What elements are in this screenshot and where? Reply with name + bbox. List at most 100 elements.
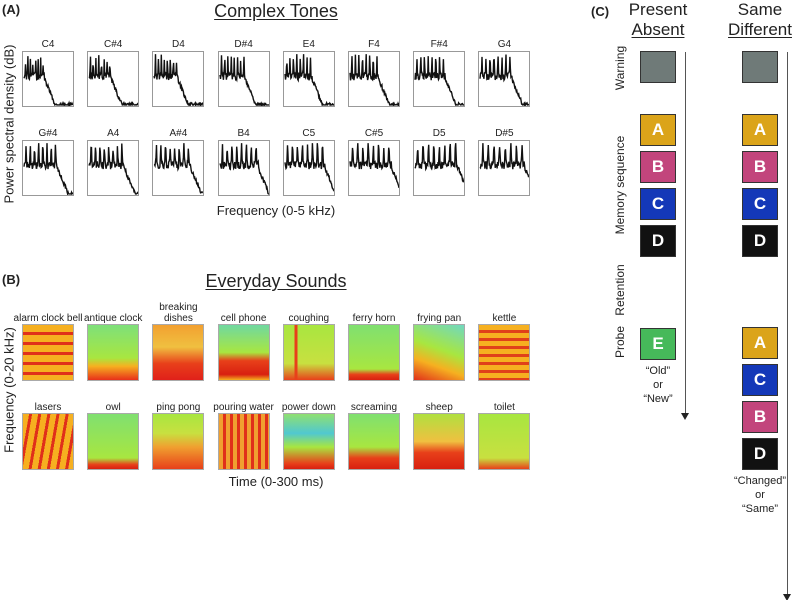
response-text: “Same”	[741, 503, 779, 515]
spectrum-plot	[282, 51, 335, 107]
sound-label: frying pan	[417, 313, 462, 324]
panel-b-ylabel: Frequency (0-20 kHz)	[1, 327, 17, 453]
spectrum-line	[349, 54, 399, 106]
probe-item-e: E	[640, 328, 676, 360]
spectrum-plot	[22, 51, 74, 107]
response-text: “Changed”	[734, 475, 786, 487]
sound-label: power down	[281, 402, 336, 413]
spectrum-line	[479, 143, 530, 178]
response-text: or	[755, 489, 765, 501]
response-text: “Old”	[645, 365, 671, 377]
tone-label: C5	[302, 128, 316, 139]
sound-label: ferry horn	[352, 313, 396, 324]
response-changed-same: “Changed” or “Same”	[734, 474, 786, 516]
tone-label: B4	[237, 128, 250, 139]
response-text: or	[653, 379, 663, 391]
spectrum-plot	[348, 51, 400, 107]
probe-item-c: C	[742, 364, 778, 396]
header-line1: Present	[628, 0, 688, 19]
time-arrow-2	[783, 52, 791, 600]
spectrum-plot	[22, 140, 74, 196]
header-line2: Different	[728, 20, 792, 39]
sound-label: cell phone	[220, 313, 267, 324]
spectrogram	[217, 324, 270, 381]
row-label-warning: Warning	[613, 45, 627, 91]
spectrum-line	[284, 143, 334, 192]
memory-item-a: A	[742, 114, 778, 146]
spectrum-line	[218, 143, 269, 195]
spectrogram	[348, 413, 400, 470]
tone-label: D4	[171, 39, 185, 50]
spectrum-line	[23, 143, 73, 195]
tone-label: A4	[107, 128, 120, 139]
tone-label: C#5	[364, 128, 384, 139]
spectrum-line	[349, 143, 399, 189]
tone-label: C4	[41, 39, 55, 50]
spectrogram	[478, 324, 531, 381]
probe-item-d: D	[742, 438, 778, 470]
sound-label: coughing	[288, 313, 330, 324]
row-label-probe: Probe	[613, 325, 627, 359]
spectrogram	[348, 324, 400, 381]
spectrum-plot	[348, 140, 400, 196]
spectrogram	[152, 324, 205, 381]
sound-label: alarm clock bell	[13, 313, 83, 324]
panel-c-label: (C)	[591, 4, 610, 19]
sound-label: sheep	[425, 402, 453, 413]
probe-item-b: B	[742, 401, 778, 433]
panel-b-label: (B)	[2, 272, 21, 287]
spectrum-plot	[413, 140, 466, 196]
panel-b-xlabel: Time (0-300 ms)	[228, 474, 324, 489]
warning-box	[742, 51, 778, 83]
sound-label: antique clock	[84, 313, 143, 324]
spectrum-plot	[152, 51, 205, 107]
spectrogram	[22, 413, 74, 470]
spectrum-line	[23, 56, 73, 106]
tone-label: G4	[497, 39, 512, 50]
panel-a-title: Complex Tones	[214, 1, 338, 21]
spectrum-line	[414, 143, 465, 183]
memory-item-b: B	[640, 151, 676, 183]
sound-label: kettle	[492, 313, 517, 324]
spectrogram	[282, 324, 335, 381]
spectrum-plot	[87, 51, 140, 107]
spectrogram	[152, 413, 205, 470]
spectrum-plot	[413, 51, 466, 107]
spectrogram	[87, 324, 140, 381]
memory-item-d: D	[640, 225, 676, 257]
sound-label: toilet	[493, 402, 515, 413]
row-label-retention: Retention	[613, 264, 627, 316]
spectrum-plot	[217, 140, 270, 196]
memory-item-c: C	[640, 188, 676, 220]
response-text: “New”	[643, 393, 673, 405]
spectrogram	[413, 413, 466, 470]
spectrum-plot	[87, 140, 140, 196]
task-same-different-header: Same Different	[728, 0, 792, 40]
spectrum-line	[218, 55, 269, 106]
spectrum-plot	[152, 140, 205, 196]
memory-item-d: D	[742, 225, 778, 257]
spectrum-plot	[217, 51, 270, 107]
panel-a-label: (A)	[2, 2, 21, 17]
spectrogram	[217, 413, 270, 470]
sound-label: breaking dishes	[159, 302, 198, 324]
spectrum-line	[284, 54, 334, 106]
sound-label: pouring water	[213, 402, 274, 413]
warning-box	[640, 51, 676, 83]
time-arrow-1	[681, 52, 689, 420]
spectrogram	[413, 324, 466, 381]
tone-label: E4	[302, 39, 315, 50]
spectrum-line	[154, 143, 204, 194]
probe-item-a: A	[742, 327, 778, 359]
spectrum-line	[479, 54, 530, 106]
spectrum-line	[88, 143, 139, 195]
tone-label: F4	[368, 39, 380, 50]
spectrogram	[282, 413, 335, 470]
spectrum-plot	[478, 51, 531, 107]
spectrum-line	[414, 56, 465, 106]
tone-label: F#4	[430, 39, 448, 50]
panel-a-xlabel: Frequency (0-5 kHz)	[216, 203, 336, 218]
tone-label: C#4	[104, 39, 123, 50]
tone-label: D#5	[495, 128, 514, 139]
spectrogram	[87, 413, 140, 470]
